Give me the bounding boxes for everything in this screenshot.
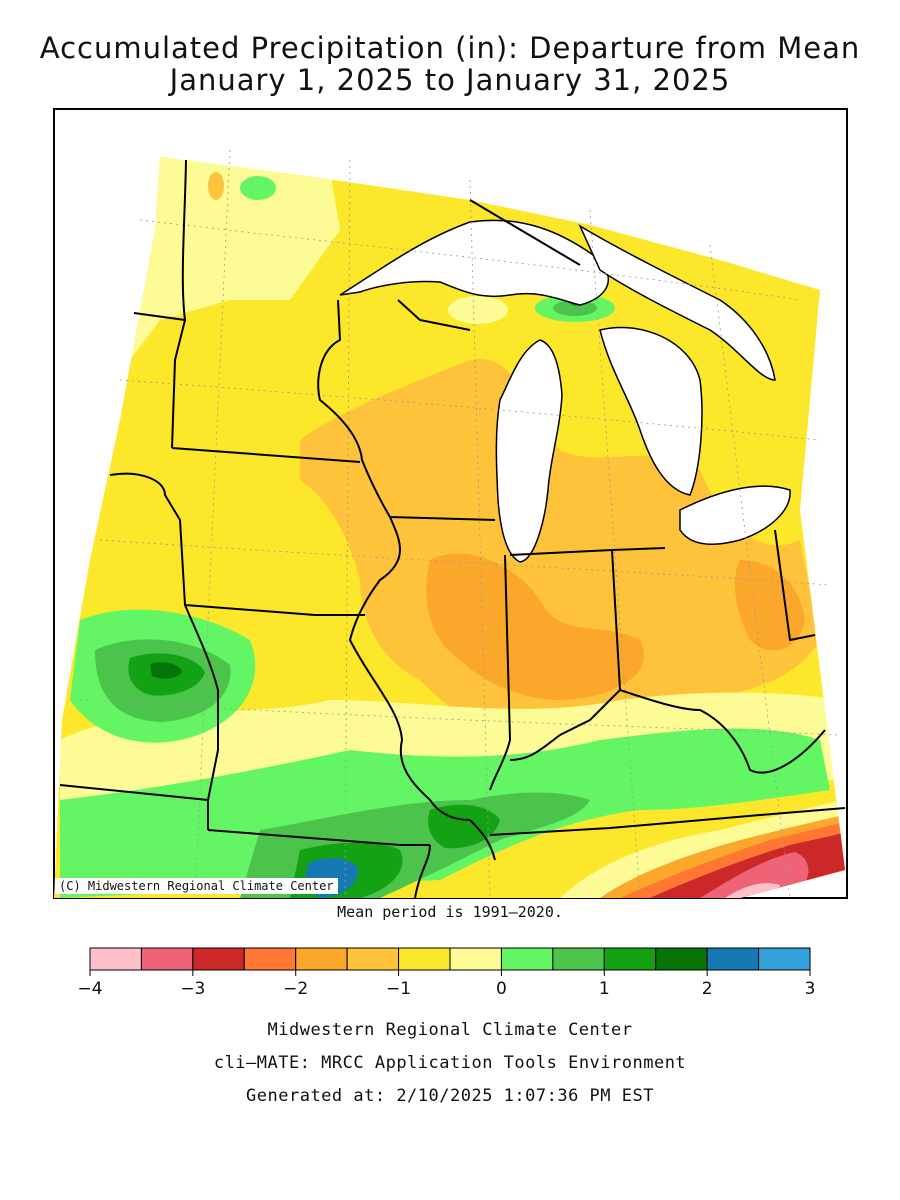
legend-tick-label: 3 [805, 979, 816, 999]
footer-generated: Generated at: 2/10/2025 1:07:36 PM EST [246, 1086, 654, 1106]
legend-swatch [500, 947, 554, 971]
state-boundaries [59, 159, 846, 898]
legend-tick-label: 1 [599, 979, 610, 999]
legend-swatch [295, 947, 348, 971]
legend-tick-label: −3 [180, 979, 205, 999]
graticule [79, 149, 841, 898]
legend-tick-label: −4 [77, 979, 102, 999]
legend-tick-label: 0 [496, 979, 507, 999]
legend-swatch [655, 947, 708, 971]
legend-swatch [89, 947, 142, 971]
legend-swatch [243, 947, 297, 971]
color-legend: −4 −3 −2 −1 0 1 2 3 [77, 947, 816, 999]
legend-swatch [706, 947, 760, 971]
legend-swatch [346, 947, 400, 971]
map-title: Accumulated Precipitation (in): Departur… [39, 31, 861, 65]
legend-swatch [192, 947, 245, 971]
footer-org: Midwestern Regional Climate Center [267, 1020, 633, 1040]
legend-tick-label: 2 [702, 979, 713, 999]
legend-swatch [552, 947, 605, 971]
mean-period-note: Mean period is 1991–2020. [337, 903, 563, 921]
legend-swatch [449, 947, 502, 971]
map-credit: (C) Midwestern Regional Climate Center [55, 878, 338, 894]
legend-tick-label: −2 [283, 979, 308, 999]
map-date-range: January 1, 2025 to January 31, 2025 [169, 63, 731, 97]
footer-app: cli–MATE: MRCC Application Tools Environ… [213, 1053, 687, 1073]
legend-swatch [603, 947, 657, 971]
legend-swatch [398, 947, 451, 971]
legend-swatch [140, 947, 194, 971]
legend-tick-label: −1 [386, 979, 411, 999]
legend-swatch [758, 947, 811, 971]
